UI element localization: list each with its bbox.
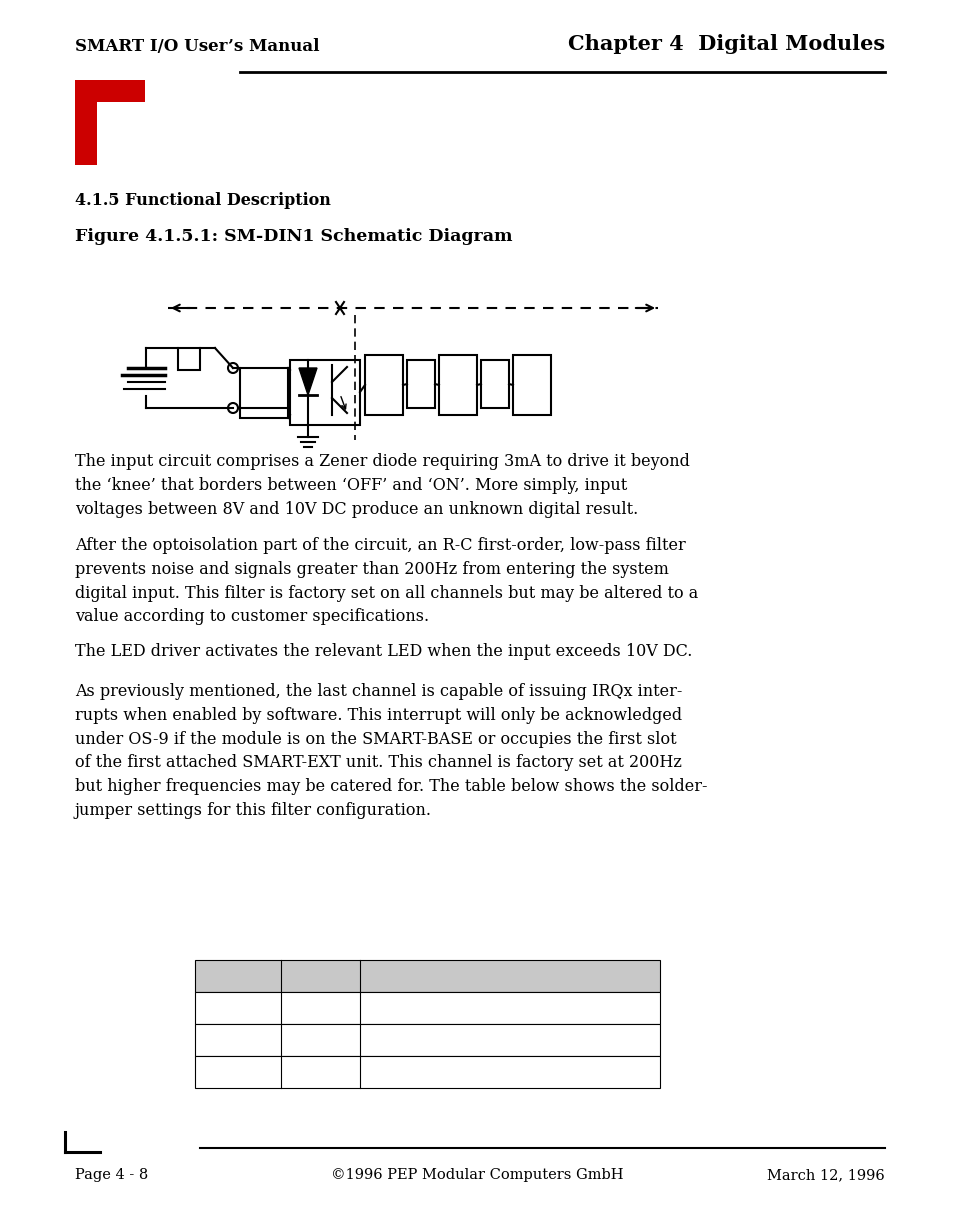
Text: Chapter 4  Digital Modules: Chapter 4 Digital Modules bbox=[567, 34, 884, 54]
Bar bbox=[513, 355, 551, 415]
Bar bbox=[438, 355, 476, 415]
Bar bbox=[480, 360, 509, 409]
Bar bbox=[75, 80, 145, 102]
Text: The input circuit comprises a Zener diode requiring 3mA to drive it beyond
the ‘: The input circuit comprises a Zener diod… bbox=[75, 454, 689, 518]
Text: Page 4 - 8: Page 4 - 8 bbox=[75, 1169, 148, 1182]
Bar bbox=[365, 355, 402, 415]
Bar bbox=[194, 1055, 659, 1088]
Bar bbox=[240, 368, 288, 418]
Bar bbox=[194, 1024, 659, 1055]
Bar bbox=[407, 360, 435, 409]
Text: Figure 4.1.5.1: SM-DIN1 Schematic Diagram: Figure 4.1.5.1: SM-DIN1 Schematic Diagra… bbox=[75, 229, 512, 244]
Text: As previously mentioned, the last channel is capable of issuing IRQx inter-
rupt: As previously mentioned, the last channe… bbox=[75, 683, 707, 818]
Bar bbox=[194, 959, 659, 992]
Text: The LED driver activates the relevant LED when the input exceeds 10V DC.: The LED driver activates the relevant LE… bbox=[75, 643, 692, 660]
Text: ©1996 PEP Modular Computers GmbH: ©1996 PEP Modular Computers GmbH bbox=[331, 1169, 622, 1182]
Text: SMART I/O User’s Manual: SMART I/O User’s Manual bbox=[75, 38, 319, 55]
Polygon shape bbox=[298, 368, 316, 395]
Bar bbox=[178, 348, 200, 370]
Text: After the optoisolation part of the circuit, an R-C first-order, low-pass filter: After the optoisolation part of the circ… bbox=[75, 537, 698, 625]
Text: 4.1.5 Functional Description: 4.1.5 Functional Description bbox=[75, 192, 331, 209]
Text: March 12, 1996: March 12, 1996 bbox=[766, 1169, 884, 1182]
Bar bbox=[194, 992, 659, 1024]
Bar bbox=[75, 80, 97, 165]
Bar bbox=[290, 360, 359, 426]
